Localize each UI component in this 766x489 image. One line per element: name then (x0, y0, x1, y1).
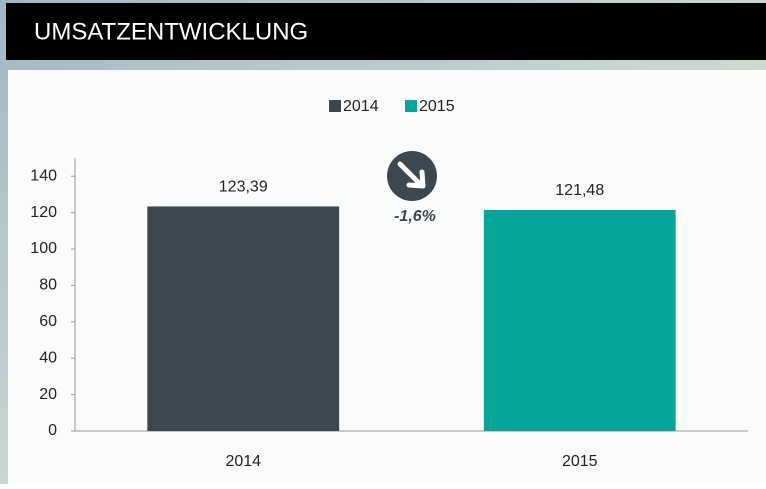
legend-swatch (405, 100, 417, 112)
annotation: -1,6% (394, 208, 436, 225)
trend-arrow (397, 161, 426, 189)
bar (483, 209, 676, 431)
y-tick-label: 80 (39, 277, 57, 294)
value-label: 123,39 (219, 179, 268, 196)
y-tick-label: 0 (48, 422, 57, 439)
y-tick-label: 100 (30, 240, 57, 257)
x-tick-label: 2014 (225, 453, 261, 470)
legend-label: 2015 (419, 98, 455, 115)
legend-label: 2014 (343, 98, 379, 115)
y-tick-label: 20 (39, 386, 57, 403)
y-tick-label: 60 (39, 313, 57, 330)
x-tick-label: 2015 (562, 453, 598, 470)
value-label: 121,48 (555, 182, 604, 199)
legend-swatch (329, 100, 341, 112)
y-tick-label: 40 (39, 349, 57, 366)
y-tick-label: 140 (30, 167, 57, 184)
y-tick-label: 120 (30, 204, 57, 221)
title-bar (6, 3, 766, 60)
chart-title: UMSATZENTWICKLUNG (34, 18, 308, 45)
bar (147, 206, 340, 431)
